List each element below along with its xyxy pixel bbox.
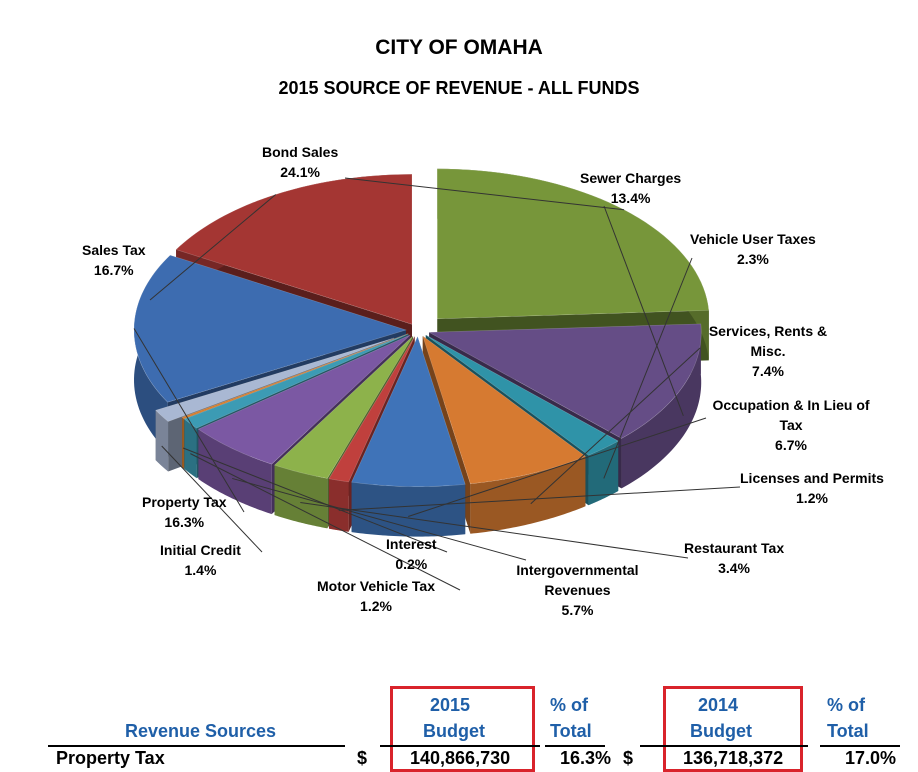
table-rule-pct-2014 [820, 745, 900, 747]
value-budget-2015: 140,866,730 [410, 748, 511, 768]
pie-slice-top-motor-vehicle-tax [183, 333, 409, 429]
leader-line-sales-tax [149, 194, 277, 301]
slice-label-sewer-charges: Sewer Charges 13.4% [580, 170, 682, 206]
row-label-property-tax: Property Tax [56, 748, 165, 768]
slice-label-vehicle-user-taxes: Vehicle User Taxes 2.3% [690, 231, 816, 267]
slice-label-intergovernmental: Intergovernmental Revenues 5.7% [516, 562, 639, 618]
col-header-2014-budget: Budget [690, 721, 752, 741]
leader-line-bond-sales [344, 177, 625, 211]
pie-slice-rim-licenses-and-permits [328, 478, 349, 532]
col-header-2015-year: 2015 [430, 695, 471, 715]
highlight-box-2014 [663, 686, 803, 772]
pie-slice-occupation-in-lieu-of-tax [351, 335, 466, 537]
col-header-2015-budget: Budget [423, 721, 485, 741]
col-header-pct-of-2015: % of [550, 695, 588, 715]
pie-slice-rim-restaurant-tax [274, 465, 328, 529]
value-pct-2015: 16.3% [560, 748, 612, 768]
col-header-pct-of-2014: % of [827, 695, 865, 715]
leader-line-services-rents-misc [530, 347, 701, 505]
leader-line-motor-vehicle-tax [190, 453, 461, 591]
slice-label-bond-sales: Bond Sales 24.1% [262, 144, 339, 180]
pie-slice-top-interest [181, 333, 409, 420]
highlight-box-2015 [390, 686, 535, 772]
leader-line-interest [182, 447, 448, 553]
slice-label-initial-credit: Initial Credit 1.4% [160, 542, 241, 578]
pie-chart [133, 168, 741, 591]
currency-sign-2015: $ [357, 748, 368, 768]
value-pct-2014: 17.0% [845, 748, 897, 768]
pie-slice-top-initial-credit [155, 337, 395, 422]
leader-line-occupation-in-lieu-of-tax [408, 417, 707, 517]
slice-label-occupation-in-lieu: Occupation & In Lieu of Tax 6.7% [712, 397, 870, 453]
currency-sign-2014: $ [623, 748, 634, 768]
chart-title: CITY OF OMAHA [375, 36, 543, 59]
value-budget-2014: 136,718,372 [683, 748, 784, 768]
leader-line-restaurant-tax [300, 502, 689, 559]
pie-slice-rim-occupation-in-lieu-of-tax [351, 482, 466, 537]
table-rule-sources [48, 745, 345, 747]
pie-slice-rim-motor-vehicle-tax [184, 419, 197, 479]
pie-slice-rim-intergovernmental-revenues [198, 429, 272, 515]
leader-line-property-tax [133, 328, 245, 513]
pie-slice-rim-interest [182, 417, 185, 469]
table-rule-2015 [380, 745, 540, 747]
slice-label-sales-tax: Sales Tax 16.7% [82, 242, 146, 278]
table-rule-2014 [640, 745, 808, 747]
pie-slice-top-services-rents-misc [422, 335, 587, 485]
slice-label-licenses-permits: Licenses and Permits 1.2% [740, 470, 884, 506]
col-header-revenue-sources: Revenue Sources [125, 721, 277, 741]
col-header-pct-total-2014: Total [827, 721, 869, 741]
slice-label-interest: Interest 0.2% [386, 536, 437, 572]
leader-line-licenses-and-permits [338, 486, 741, 511]
slice-label-services-rents-misc: Services, Rents & Misc. 7.4% [708, 323, 828, 379]
pie-slice-rim-vehicle-user-taxes [588, 441, 619, 506]
pie-slice-top-licenses-and-permits [328, 336, 415, 483]
leader-line-vehicle-user-taxes [603, 257, 693, 479]
pie-slice-top-sales-tax [175, 173, 413, 325]
pie-slice-rim-initial-credit [155, 410, 169, 472]
leader-line-sewer-charges [603, 205, 684, 416]
col-header-2014-year: 2014 [698, 695, 739, 715]
slice-label-motor-vehicle-tax: Motor Vehicle Tax 1.2% [317, 578, 435, 614]
pie-slice-top-occupation-in-lieu-of-tax [351, 335, 466, 487]
slice-label-restaurant-tax: Restaurant Tax 3.4% [684, 540, 785, 576]
leader-line-intergovernmental-revenues [232, 477, 527, 561]
chart-subtitle: 2015 SOURCE OF REVENUE - ALL FUNDS [278, 78, 640, 98]
pie-slice-rim-sewer-charges [621, 323, 702, 489]
pie-slice-rim-services-rents-misc [470, 456, 586, 534]
col-header-pct-total-2015: Total [550, 721, 592, 741]
pie-slice-top-restaurant-tax [273, 335, 414, 479]
leader-line-initial-credit [161, 445, 263, 553]
pie-slice-top-vehicle-user-taxes [425, 334, 619, 456]
pie-slice-wall-licenses-and-permits-1 [328, 336, 415, 529]
table-rule-pct-2015 [545, 745, 605, 747]
slice-label-property-tax: Property Tax 16.3% [142, 494, 227, 530]
pie-slice-top-intergovernmental-revenues [197, 334, 411, 465]
